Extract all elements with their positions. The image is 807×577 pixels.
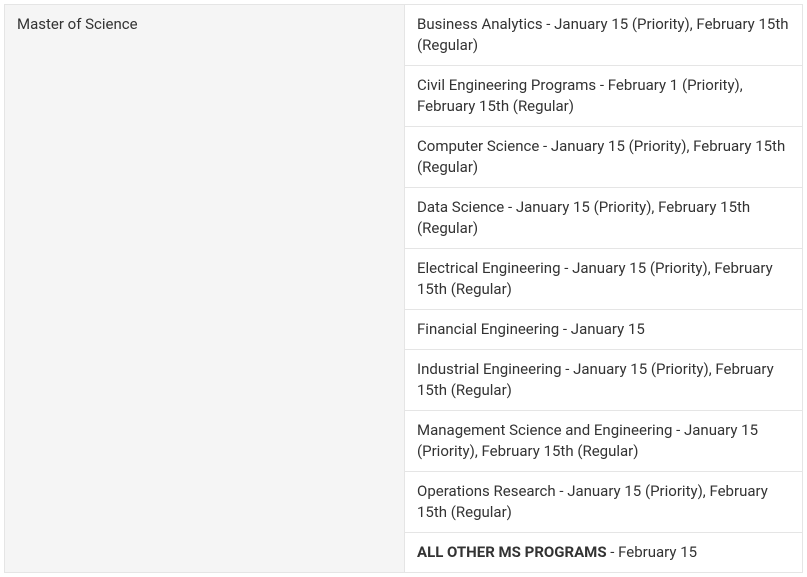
program-text-suffix: Financial Engineering - January 15 — [417, 320, 645, 338]
program-text-suffix: Data Science - January 15 (Priority), Fe… — [417, 198, 750, 237]
program-cell: Operations Research - January 15 (Priori… — [405, 472, 803, 533]
program-text-suffix: Business Analytics - January 15 (Priorit… — [417, 15, 789, 54]
program-text-suffix: Computer Science - January 15 (Priority)… — [417, 137, 785, 176]
program-text-suffix: Civil Engineering Programs - February 1 … — [417, 76, 743, 115]
program-text-suffix: - February 15 — [607, 543, 698, 561]
program-cell: Civil Engineering Programs - February 1 … — [405, 66, 803, 127]
program-text-suffix: Management Science and Engineering - Jan… — [417, 421, 758, 460]
program-cell: Management Science and Engineering - Jan… — [405, 411, 803, 472]
table-row: Master of Science Business Analytics - J… — [5, 5, 803, 66]
program-cell: Industrial Engineering - January 15 (Pri… — [405, 350, 803, 411]
program-cell: ALL OTHER MS PROGRAMS - February 15 — [405, 533, 803, 573]
degree-label: Master of Science — [17, 15, 138, 33]
deadlines-table: Master of Science Business Analytics - J… — [4, 4, 803, 573]
program-cell: Financial Engineering - January 15 — [405, 310, 803, 350]
program-cell: Data Science - January 15 (Priority), Fe… — [405, 188, 803, 249]
degree-cell: Master of Science — [5, 5, 405, 573]
program-text-suffix: Electrical Engineering - January 15 (Pri… — [417, 259, 773, 298]
program-cell: Computer Science - January 15 (Priority)… — [405, 127, 803, 188]
program-text-bold: ALL OTHER MS PROGRAMS — [417, 543, 607, 561]
program-text-suffix: Operations Research - January 15 (Priori… — [417, 482, 768, 521]
program-text-suffix: Industrial Engineering - January 15 (Pri… — [417, 360, 774, 399]
table-body: Master of Science Business Analytics - J… — [5, 5, 803, 573]
program-cell: Electrical Engineering - January 15 (Pri… — [405, 249, 803, 310]
program-cell: Business Analytics - January 15 (Priorit… — [405, 5, 803, 66]
